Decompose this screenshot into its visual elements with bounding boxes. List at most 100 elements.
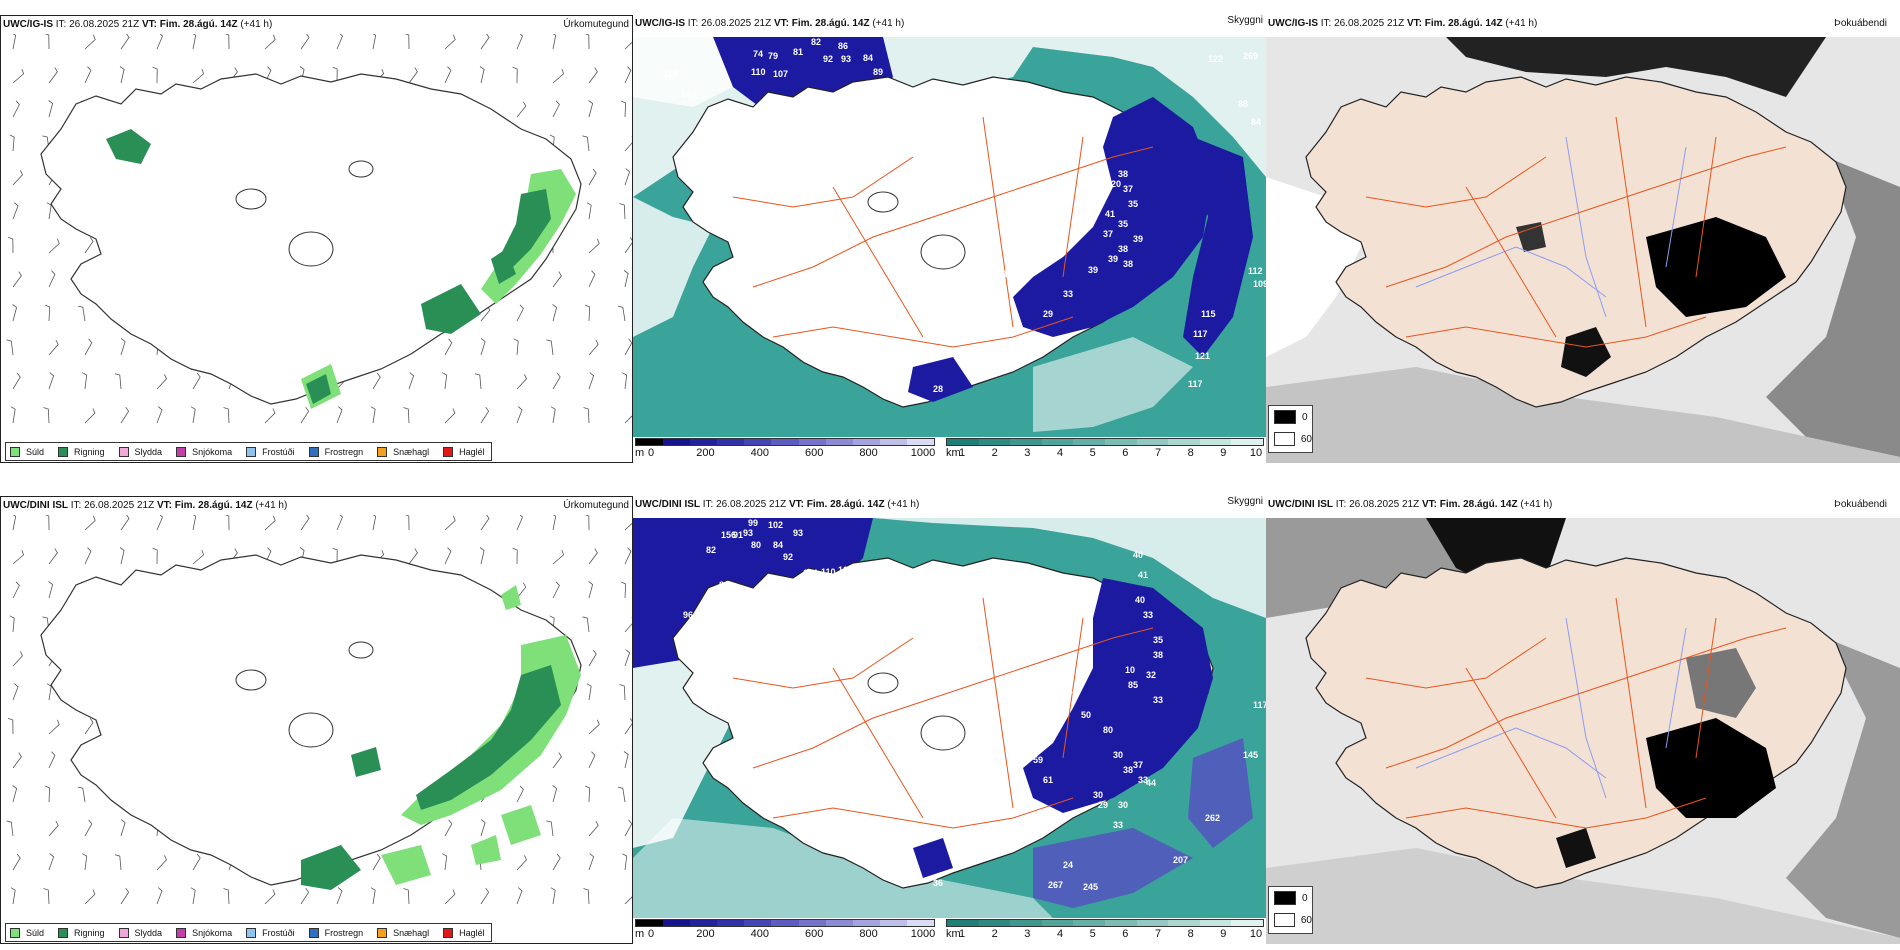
wind-barb <box>588 339 599 356</box>
wind-barb <box>12 34 17 50</box>
visibility-panel-dini: UWC/DINI ISL IT: 26.08.2025 21Z VT: Fim.… <box>633 496 1266 944</box>
wind-barb <box>583 888 590 905</box>
wind-barb <box>516 855 527 871</box>
wind-barb <box>408 67 418 84</box>
legend-label: Snæhagl <box>393 927 430 938</box>
legend-swatch <box>58 446 69 457</box>
road-network <box>1365 597 1787 829</box>
colorbar-tick-label: 600 <box>805 447 824 459</box>
colorbar-tick-label: 8 <box>1187 447 1194 459</box>
wind-barb <box>550 887 556 905</box>
wind-barb <box>156 515 163 531</box>
visibility-value-label: 92 <box>823 54 833 64</box>
wind-barb <box>442 853 448 871</box>
wind-barb <box>617 786 626 803</box>
colorbar-tick-label: 4 <box>1056 928 1064 940</box>
precip-map <box>1 515 632 915</box>
wind-barb <box>48 238 60 254</box>
colorbar-tick-label: 1 <box>958 447 966 459</box>
cloudbase-colorbar: m 0 200 400 600 800 1000 <box>635 438 935 460</box>
visibility-value-label: 92 <box>783 552 793 562</box>
fog-legend: 0 60 <box>1268 405 1313 453</box>
wind-barb <box>44 34 50 50</box>
precip-map-svg <box>6 34 632 424</box>
wind-barb <box>444 66 452 84</box>
visibility-value-label: 20 <box>1111 179 1121 189</box>
precip-legend-item: Frostúði <box>246 446 295 457</box>
fog-panel-igis: UWC/IG-IS IT: 26.08.2025 21Z VT: Fim. 28… <box>1266 15 1900 463</box>
wind-barb <box>624 66 632 84</box>
visibility-value-label: 8 <box>983 331 988 341</box>
wind-barb <box>624 135 632 152</box>
wind-barb <box>552 785 558 803</box>
wind-barb <box>43 407 50 424</box>
wind-barb <box>585 785 591 803</box>
legend-label: Súld <box>26 927 45 938</box>
wind-barb <box>372 853 381 871</box>
visibility-value-label: 93 <box>743 528 753 538</box>
wind-barb <box>624 718 632 735</box>
visibility-value-label: 80 <box>1103 725 1113 735</box>
wind-barb <box>9 615 15 633</box>
colorbar-cell <box>1104 439 1137 445</box>
visibility-value-label: 50 <box>1081 710 1091 720</box>
wind-barb <box>624 616 632 633</box>
wind-barb <box>12 752 22 769</box>
wind-barb <box>444 408 456 424</box>
wind-barb <box>582 616 590 633</box>
precip-legend-item: Súld <box>10 927 45 938</box>
visibility-value-label: 79 <box>708 610 718 620</box>
wind-barb <box>552 100 560 118</box>
visibility-value-label: 24 <box>1063 860 1073 870</box>
wind-barb <box>224 515 230 531</box>
visibility-value-label: 57 <box>1033 247 1043 257</box>
wind-barb <box>588 853 595 871</box>
visibility-value-label: 41 <box>1105 209 1115 219</box>
wind-barb <box>48 372 55 390</box>
wind-barb <box>48 853 55 871</box>
legend-swatch <box>377 927 388 938</box>
visibility-value-label: 81 <box>719 580 729 590</box>
wind-barb <box>512 547 518 565</box>
wind-barb <box>479 66 485 84</box>
wind-barb <box>45 785 51 803</box>
visibility-value-label: 37 <box>1103 229 1113 239</box>
wind-barb <box>586 683 592 701</box>
road-network <box>732 597 1154 829</box>
wind-barb <box>480 406 490 424</box>
visibility-value-label: 115 <box>1201 309 1216 319</box>
wind-barb <box>480 338 486 356</box>
colorbar-unit: km <box>946 928 961 940</box>
wind-barb <box>223 407 230 424</box>
fog-legend-item: 0 <box>1269 406 1312 428</box>
wind-barb <box>46 683 52 701</box>
colorbar-tick-label: 2 <box>991 447 998 459</box>
visibility-value-label: 37 <box>1123 184 1133 194</box>
wind-barb <box>12 785 18 803</box>
wind-barb <box>84 408 96 424</box>
wind-barb <box>12 100 20 118</box>
wind-barb <box>372 515 377 531</box>
wind-barb <box>7 717 14 735</box>
wind-barb <box>190 887 196 905</box>
wind-barb <box>84 889 96 905</box>
fog-panel-dini: UWC/DINI ISL IT: 26.08.2025 21Z VT: Fim.… <box>1266 496 1900 944</box>
wind-barb <box>84 547 92 565</box>
wind-barb <box>156 374 167 390</box>
visibility-value-label: 61 <box>1083 134 1093 144</box>
legend-swatch <box>118 446 129 457</box>
wind-barb <box>480 819 486 837</box>
panel-type-label: Úrkomutegund <box>563 500 629 511</box>
wind-barb <box>48 751 56 769</box>
visibility-value-label: 93 <box>793 528 803 538</box>
colorbar-cell <box>771 920 799 926</box>
wind-barb <box>6 339 14 356</box>
colorbar-cell <box>947 920 979 926</box>
visibility-value-label: 59 <box>1033 755 1043 765</box>
wind-barb <box>48 67 58 84</box>
legend-label: Slydda <box>134 446 163 457</box>
wind-barb <box>84 819 93 837</box>
wind-barb <box>192 372 201 390</box>
wind-barb <box>336 887 343 905</box>
wind-barb <box>516 406 523 424</box>
